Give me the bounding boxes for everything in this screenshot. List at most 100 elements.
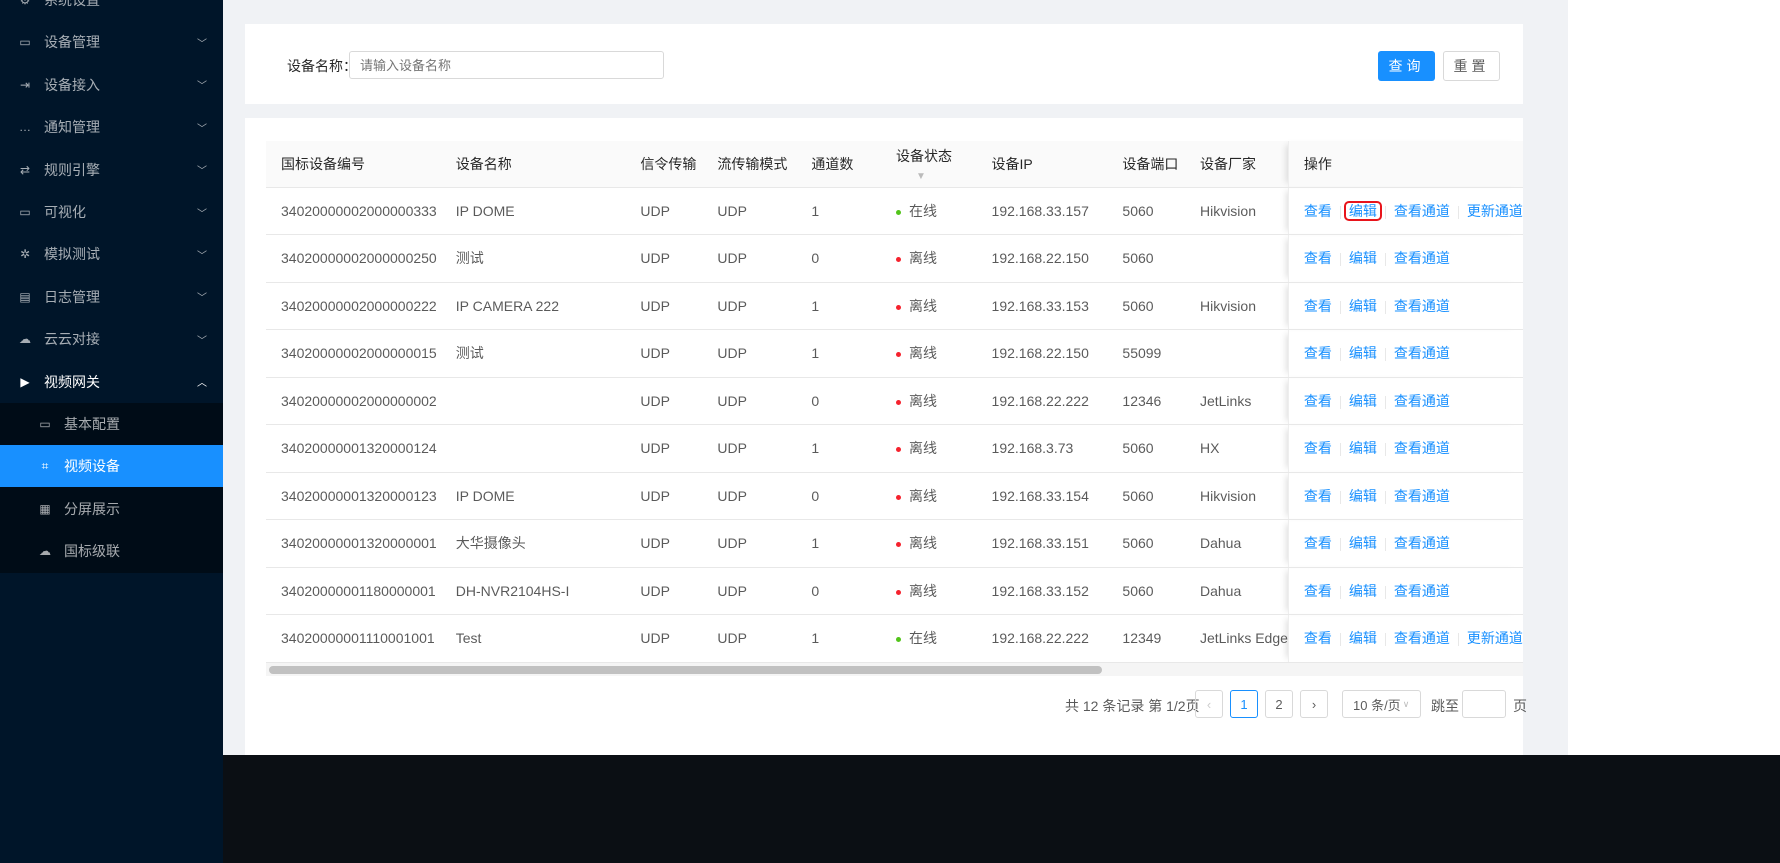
table-cell: 1 [796,614,881,663]
scrollbar-thumb[interactable] [269,666,1102,674]
table-cell: 大华摄像头 [440,519,626,568]
sidebar-item-1[interactable]: ▭ 设备管理 ﹀ [0,21,223,63]
operations-cell: 查看 编辑 查看通道 [1287,282,1523,330]
sidebar-item-7[interactable]: ▤ 日志管理 ﹀ [0,276,223,318]
message-icon: … [19,120,31,135]
view-channels-link[interactable]: 查看通道 [1393,487,1450,504]
status-cell: 在线 [880,187,977,235]
column-header: 设备厂家 [1184,141,1289,188]
sidebar-item-4[interactable]: ⇄ 规则引擎 ﹀ [0,149,223,191]
submenu-item-2[interactable]: ▦ 分屏展示 [0,488,223,530]
table-cell: 192.168.3.73 [976,424,1108,473]
update-channels-link[interactable]: 更新通道 [1466,630,1523,647]
next-page-button[interactable]: › [1300,690,1328,718]
submenu-item-label: 国标级联 [64,542,120,559]
view-channels-link[interactable]: 查看通道 [1393,392,1450,409]
table-cell [440,377,626,425]
table-cell: IP DOME [440,187,626,235]
view-channels-link[interactable]: 查看通道 [1393,250,1450,267]
table-cell [1184,329,1289,378]
filter-icon[interactable]: ▼ [915,170,926,182]
chevron-down-icon: ∨ [1402,698,1410,709]
chevron-down-icon: ﹀ [197,208,207,220]
page-1-button[interactable]: 1 [1230,690,1258,718]
edit-link[interactable]: 编辑 [1348,535,1377,552]
table-cell [440,424,626,473]
reset-button[interactable]: 重置 [1443,51,1500,81]
view-link[interactable]: 查看 [1303,487,1332,504]
view-link[interactable]: 查看 [1303,582,1332,599]
table-row: 34020000002000000333 IP DOME UDP UDP 1 在线 192.… [266,187,1523,235]
view-link[interactable]: 查看 [1303,345,1332,362]
table-row: 34020000001110001001 Test UDP UDP 1 在线 192.168… [266,614,1523,663]
page-2-button[interactable]: 2 [1265,690,1293,718]
table-row: 34020000001320000123 IP DOME UDP UDP 0 离线 192.… [266,472,1523,520]
edit-link[interactable]: 编辑 [1348,345,1377,362]
view-channels-link[interactable]: 查看通道 [1393,440,1450,457]
search-card: 设备名称： 查询 重置 [245,24,1523,104]
edit-link[interactable]: 编辑 [1348,440,1377,457]
chevron-down-icon: ﹀ [197,166,207,178]
table-cell: 测试 [440,234,626,283]
update-channels-link[interactable]: 更新通道 [1466,202,1523,219]
sidebar-item-label: 规则引擎 [44,161,100,178]
submenu-item-label: 基本配置 [64,416,120,432]
table-cell: 12346 [1107,377,1185,425]
submenu-item-0[interactable]: ▭ 基本配置 [0,403,223,445]
status-dot [895,304,901,310]
view-link[interactable]: 查看 [1303,440,1332,457]
view-channels-link[interactable]: 查看通道 [1393,202,1450,219]
status-cell: 离线 [880,424,977,473]
view-link[interactable]: 查看 [1303,250,1332,267]
edit-link[interactable]: 编辑 [1348,392,1377,409]
sidebar-item-6[interactable]: ✲ 模拟测试 ﹀ [0,233,223,275]
table-cell: 34020000002000000015 [266,329,441,378]
device-name-input[interactable] [349,51,664,79]
view-link[interactable]: 查看 [1303,202,1332,219]
table-cell: 192.168.22.150 [976,329,1108,378]
prev-page-button[interactable]: ‹ [1195,690,1223,718]
table-cell: UDP [702,187,797,235]
edit-link[interactable]: 编辑 [1348,487,1377,504]
sidebar-item-8[interactable]: ☁ 云云对接 ﹀ [0,318,223,360]
view-channels-link[interactable]: 查看通道 [1393,345,1450,362]
status-dot [895,399,901,405]
edit-link[interactable]: 编辑 [1348,582,1377,599]
table-cell: Dahua [1184,567,1289,615]
edit-link[interactable]: 编辑 [1348,297,1377,314]
table-cell: 192.168.33.157 [976,187,1108,235]
sidebar-item-5[interactable]: ▭ 可视化 ﹀ [0,191,223,233]
view-link[interactable]: 查看 [1303,535,1332,552]
sidebar-item-3[interactable]: … 通知管理 ﹀ [0,106,223,148]
sidebar-item-2[interactable]: ⇥ 设备接入 ﹀ [0,64,223,106]
view-channels-link[interactable]: 查看通道 [1393,582,1450,599]
view-channels-link[interactable]: 查看通道 [1393,535,1450,552]
view-link[interactable]: 查看 [1303,392,1332,409]
page-size-select[interactable]: 10 条/页 ∨ [1342,690,1421,718]
retweet-icon: ⇄ [19,162,31,177]
sidebar-item-9[interactable]: ▶ 视频网关 ︿ [0,361,223,403]
edit-link[interactable]: 编辑 [1348,250,1377,267]
sidebar-item-label: 云云对接 [44,331,100,348]
status-cell: 在线 [880,614,977,663]
table-cell: 0 [796,234,881,283]
operations-cell: 查看 编辑 查看通道 更新通道 [1287,614,1523,663]
jump-input[interactable] [1462,690,1506,718]
table-cell: 34020000001320000123 [266,472,441,520]
view-channels-link[interactable]: 查看通道 [1393,630,1450,647]
edit-link[interactable]: 编辑 [1348,630,1377,647]
submenu-item-3[interactable]: ☁ 国标级联 [0,530,223,572]
calendar-icon: ▤ [19,289,31,304]
view-link[interactable]: 查看 [1303,630,1332,647]
table-cell: JetLinks [1184,377,1289,425]
sidebar-item-0[interactable]: ⚙ 系统设置 ﹀ [0,0,223,21]
query-button[interactable]: 查询 [1378,51,1435,81]
column-header: 设备端口 [1107,141,1185,188]
edit-link[interactable]: 编辑 [1343,200,1382,221]
view-channels-link[interactable]: 查看通道 [1393,297,1450,314]
submenu-item-1[interactable]: ⌗ 视频设备 [0,445,223,488]
sidebar-item-label: 系统设置 [44,0,100,8]
status-cell: 离线 [880,519,977,568]
horizontal-scrollbar[interactable] [266,663,1523,676]
view-link[interactable]: 查看 [1303,297,1332,314]
